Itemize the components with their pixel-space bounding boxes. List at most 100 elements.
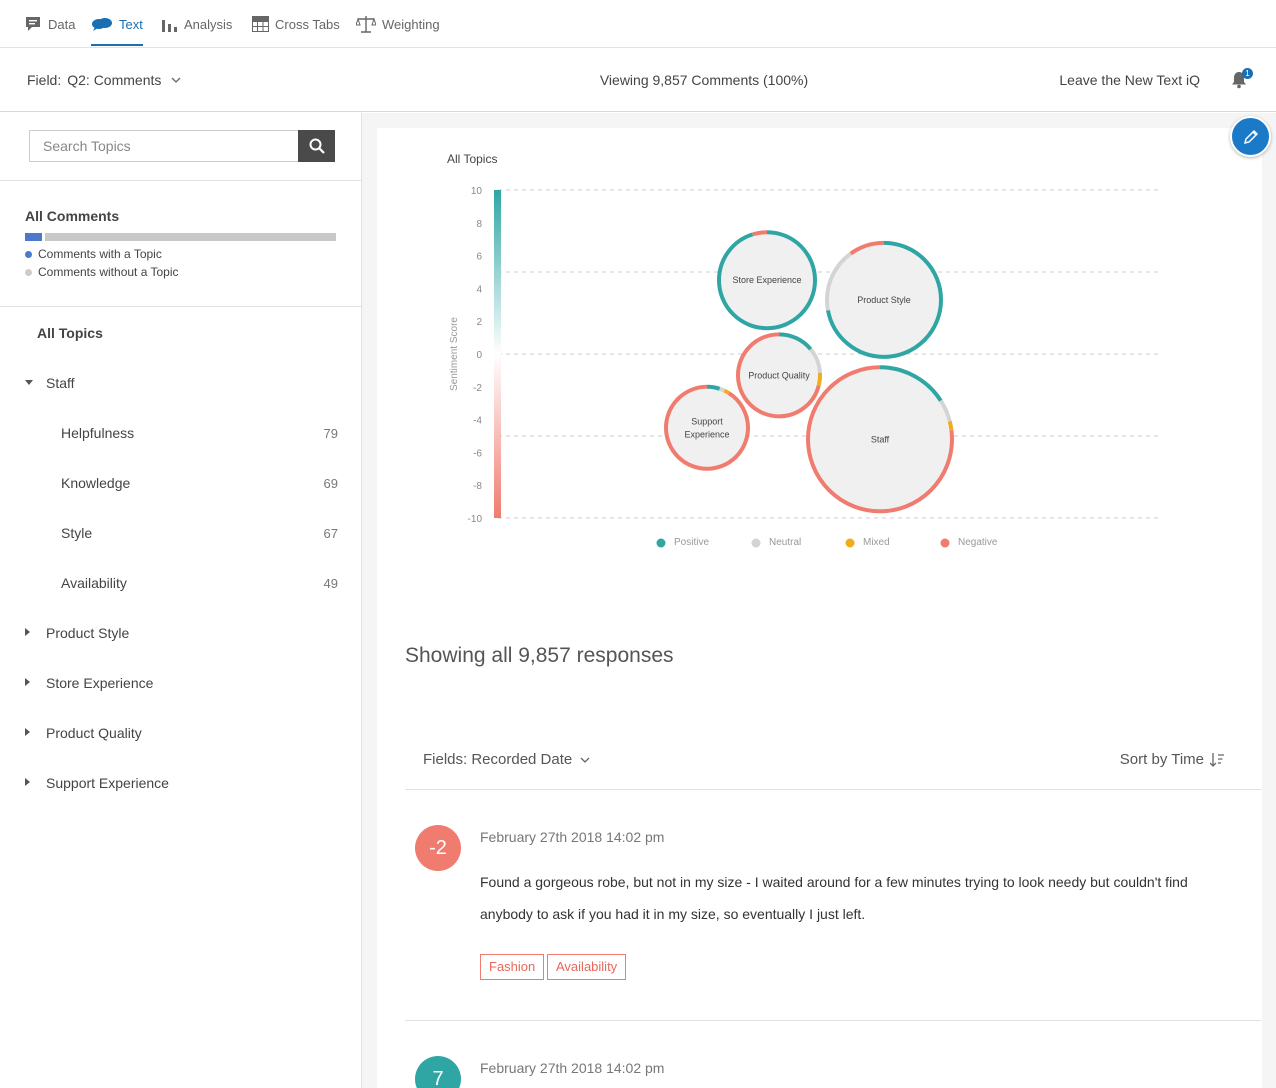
chart-title: All Topics bbox=[447, 152, 497, 166]
bubble-sentiment-segment bbox=[806, 365, 954, 514]
coverage-gap bbox=[42, 233, 45, 241]
topic-availability[interactable]: Availability bbox=[61, 575, 127, 591]
chevron-down-icon bbox=[580, 757, 590, 763]
dot-icon bbox=[25, 250, 32, 258]
bubble-sentiment-segment bbox=[664, 384, 750, 471]
tab-analysis[interactable]: Analysis bbox=[161, 0, 232, 48]
topic-staff[interactable]: Staff bbox=[46, 375, 75, 391]
y-axis-label: Sentiment Score bbox=[449, 317, 460, 391]
tab-label: Data bbox=[48, 16, 76, 32]
topic-product-style[interactable]: Product Style bbox=[46, 625, 130, 641]
search-icon bbox=[309, 138, 325, 154]
leave-new-text-iq-link[interactable]: Leave the New Text iQ bbox=[1059, 72, 1200, 88]
response-date: February 27th 2018 14:02 pm bbox=[480, 829, 665, 845]
tab-label: Cross Tabs bbox=[275, 16, 340, 32]
caret-right-icon[interactable] bbox=[25, 628, 30, 636]
sort-icon bbox=[1210, 752, 1224, 767]
legend-label: Mixed bbox=[863, 537, 890, 548]
sort-by-time[interactable]: Sort by Time bbox=[1120, 751, 1224, 768]
bubble-sentiment-segment bbox=[736, 332, 822, 419]
sentiment-bubble-chart: All Topics 10 8 6 4 2 0 -2 -4 -6 -8 -10 Sentiment Sc… bbox=[447, 152, 1158, 548]
tab-text[interactable]: Text bbox=[91, 0, 143, 48]
topic-bubble bbox=[668, 388, 746, 467]
fields-selector[interactable]: Fields: Recorded Date bbox=[423, 751, 590, 768]
topic-bubble bbox=[810, 369, 950, 510]
caret-down-icon[interactable] bbox=[25, 380, 33, 385]
divider bbox=[0, 180, 362, 181]
legend-dot bbox=[940, 538, 950, 548]
legend-label: Neutral bbox=[769, 537, 801, 548]
divider bbox=[0, 306, 362, 307]
search-input[interactable] bbox=[29, 130, 299, 162]
responses-heading: Showing all 9,857 responses bbox=[405, 644, 674, 667]
bubble-label: Store Experience bbox=[732, 275, 801, 285]
caret-right-icon[interactable] bbox=[25, 678, 30, 686]
topic-knowledge[interactable]: Knowledge bbox=[61, 475, 131, 491]
topic-product-quality[interactable]: Product Quality bbox=[46, 725, 142, 741]
y-tick-label: 4 bbox=[476, 284, 482, 295]
field-selector[interactable]: Field: Q2: Comments bbox=[27, 72, 181, 88]
divider bbox=[405, 1020, 1261, 1021]
y-tick-label: -8 bbox=[473, 481, 482, 492]
sentiment-gradient-axis bbox=[494, 190, 501, 518]
bubble-label: Product Style bbox=[857, 295, 911, 305]
comment-icon bbox=[26, 17, 40, 31]
field-label: Field: bbox=[27, 72, 62, 88]
coverage-fill bbox=[25, 233, 42, 241]
y-tick-label: -6 bbox=[473, 448, 482, 459]
tab-label: Analysis bbox=[184, 16, 233, 32]
bubble-label: Product Quality bbox=[748, 370, 810, 380]
topic-style[interactable]: Style bbox=[61, 525, 93, 541]
sentiment-score-badge: 7 bbox=[415, 1056, 461, 1088]
topic-store-experience[interactable]: Store Experience bbox=[46, 675, 154, 691]
topic-coverage-bar bbox=[25, 233, 336, 241]
notification-badge: 1 bbox=[1242, 68, 1253, 79]
legend-label: Negative bbox=[958, 537, 998, 548]
topic-count: 79 bbox=[323, 426, 338, 441]
sort-label: Sort by Time bbox=[1119, 751, 1204, 768]
topic-count: 67 bbox=[323, 526, 338, 541]
topic-support-experience[interactable]: Support Experience bbox=[46, 775, 169, 791]
bubble-label: Staff bbox=[871, 434, 890, 444]
chevron-down-icon bbox=[171, 77, 181, 83]
all-comments-title: All Comments bbox=[25, 208, 120, 224]
y-tick-label: 2 bbox=[476, 317, 482, 328]
content-card bbox=[377, 128, 1262, 1088]
topic-all-topics[interactable]: All Topics bbox=[37, 325, 103, 341]
grid-icon bbox=[252, 16, 269, 32]
pencil-icon bbox=[1243, 129, 1258, 144]
bubble-sentiment-segment bbox=[825, 240, 943, 359]
y-tick-label: 0 bbox=[476, 350, 482, 361]
topic-helpfulness[interactable]: Helpfulness bbox=[61, 425, 135, 441]
caret-right-icon[interactable] bbox=[25, 728, 30, 736]
y-tick-label: -10 bbox=[468, 514, 483, 525]
speech-bubbles-icon bbox=[92, 18, 112, 31]
caret-right-icon[interactable] bbox=[25, 778, 30, 786]
search-button[interactable] bbox=[298, 130, 335, 162]
tab-label: Weighting bbox=[382, 16, 440, 32]
response-date: February 27th 2018 14:02 pm bbox=[480, 1060, 665, 1076]
bubble-sentiment-segment bbox=[717, 230, 817, 331]
top-navigation: Data Text Analysis Cross Tabs Weighting bbox=[0, 0, 1276, 48]
legend-dot bbox=[751, 538, 761, 548]
tab-cross-tabs[interactable]: Cross Tabs bbox=[252, 0, 340, 48]
legend-with-topic: Comments with a Topic bbox=[25, 247, 162, 261]
fields-label: Fields: Recorded Date bbox=[423, 751, 573, 768]
topic-bubble bbox=[740, 336, 818, 415]
bubble-label: Support bbox=[691, 416, 723, 426]
sentiment-score-badge: -2 bbox=[415, 825, 461, 871]
tab-label: Text bbox=[119, 16, 143, 32]
topic-tag[interactable]: Availability bbox=[547, 954, 627, 980]
dot-icon bbox=[25, 268, 32, 276]
y-tick-label: -2 bbox=[473, 383, 482, 394]
legend-without-topic: Comments without a Topic bbox=[25, 265, 179, 279]
bubble-sentiment-segment bbox=[736, 332, 822, 419]
topic-tag[interactable]: Fashion bbox=[480, 954, 545, 980]
y-tick-label: 10 bbox=[471, 186, 483, 197]
edit-button[interactable] bbox=[1230, 116, 1271, 157]
tab-weighting[interactable]: Weighting bbox=[356, 0, 440, 48]
tab-data[interactable]: Data bbox=[24, 0, 75, 48]
legend-label: Comments without a Topic bbox=[38, 265, 179, 279]
legend-label: Positive bbox=[674, 537, 709, 548]
y-tick-label: -4 bbox=[473, 416, 482, 427]
